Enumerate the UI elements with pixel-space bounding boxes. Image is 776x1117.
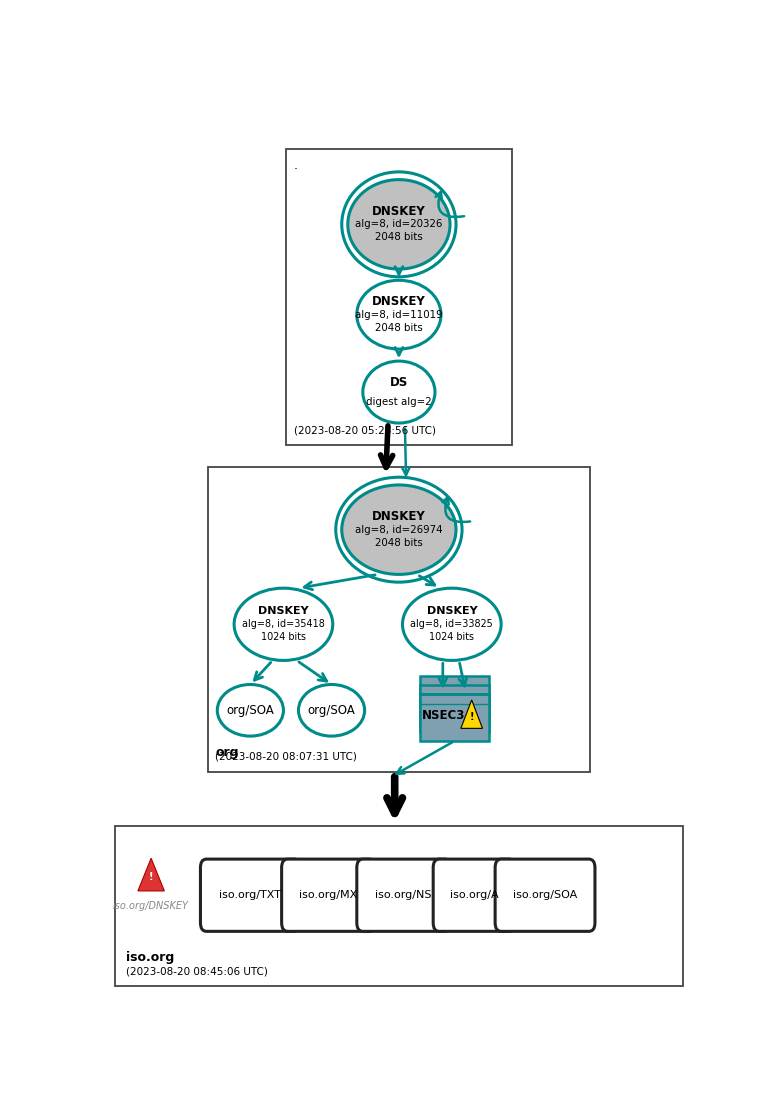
FancyBboxPatch shape bbox=[421, 685, 490, 733]
Text: DNSKEY: DNSKEY bbox=[427, 607, 477, 617]
Text: 1024 bits: 1024 bits bbox=[429, 632, 474, 642]
Text: (2023-08-20 08:07:31 UTC): (2023-08-20 08:07:31 UTC) bbox=[216, 752, 358, 762]
Ellipse shape bbox=[234, 589, 333, 660]
Text: org/SOA: org/SOA bbox=[307, 704, 355, 717]
FancyBboxPatch shape bbox=[433, 859, 515, 932]
Text: iso.org/TXT: iso.org/TXT bbox=[220, 890, 281, 900]
Text: alg=8, id=11019: alg=8, id=11019 bbox=[355, 309, 443, 319]
FancyBboxPatch shape bbox=[115, 827, 684, 985]
Text: org/SOA: org/SOA bbox=[227, 704, 274, 717]
Text: DS: DS bbox=[390, 376, 408, 389]
Text: NSEC3: NSEC3 bbox=[422, 709, 466, 722]
FancyBboxPatch shape bbox=[282, 859, 376, 932]
Ellipse shape bbox=[363, 361, 435, 423]
Text: alg=8, id=33825: alg=8, id=33825 bbox=[411, 619, 494, 629]
Text: DNSKEY: DNSKEY bbox=[372, 204, 426, 218]
Ellipse shape bbox=[357, 280, 441, 349]
Text: (2023-08-20 08:45:06 UTC): (2023-08-20 08:45:06 UTC) bbox=[126, 967, 268, 977]
Text: alg=8, id=35418: alg=8, id=35418 bbox=[242, 619, 325, 629]
Text: digest alg=2: digest alg=2 bbox=[366, 397, 431, 407]
FancyBboxPatch shape bbox=[200, 859, 300, 932]
Text: org: org bbox=[216, 746, 239, 760]
Ellipse shape bbox=[348, 180, 450, 269]
Text: DNSKEY: DNSKEY bbox=[258, 607, 309, 617]
Ellipse shape bbox=[341, 485, 456, 574]
Text: DNSKEY: DNSKEY bbox=[372, 295, 426, 308]
Text: iso.org/A: iso.org/A bbox=[450, 890, 498, 900]
FancyBboxPatch shape bbox=[357, 859, 451, 932]
Text: iso.org/NS: iso.org/NS bbox=[376, 890, 432, 900]
FancyBboxPatch shape bbox=[421, 676, 490, 724]
Text: 2048 bits: 2048 bits bbox=[375, 232, 423, 242]
Ellipse shape bbox=[403, 589, 501, 660]
Text: .: . bbox=[293, 159, 298, 172]
Text: !: ! bbox=[149, 872, 154, 882]
Text: iso.org/SOA: iso.org/SOA bbox=[513, 890, 577, 900]
Text: 2048 bits: 2048 bits bbox=[375, 537, 423, 547]
Ellipse shape bbox=[299, 685, 365, 736]
Text: iso.org/MX: iso.org/MX bbox=[300, 890, 358, 900]
FancyBboxPatch shape bbox=[421, 694, 490, 741]
Text: iso.org: iso.org bbox=[126, 951, 174, 964]
Text: 2048 bits: 2048 bits bbox=[375, 323, 423, 333]
Polygon shape bbox=[461, 700, 483, 728]
Polygon shape bbox=[138, 858, 165, 891]
Text: iso.org/DNSKEY: iso.org/DNSKEY bbox=[113, 900, 189, 910]
FancyBboxPatch shape bbox=[286, 149, 512, 446]
Text: !: ! bbox=[469, 713, 474, 723]
Text: DNSKEY: DNSKEY bbox=[372, 510, 426, 523]
Text: alg=8, id=26974: alg=8, id=26974 bbox=[355, 525, 443, 535]
FancyBboxPatch shape bbox=[495, 859, 595, 932]
Text: alg=8, id=20326: alg=8, id=20326 bbox=[355, 219, 442, 229]
Text: (2023-08-20 05:28:56 UTC): (2023-08-20 05:28:56 UTC) bbox=[293, 426, 435, 435]
Ellipse shape bbox=[217, 685, 283, 736]
FancyBboxPatch shape bbox=[208, 467, 591, 772]
Text: 1024 bits: 1024 bits bbox=[261, 632, 306, 642]
